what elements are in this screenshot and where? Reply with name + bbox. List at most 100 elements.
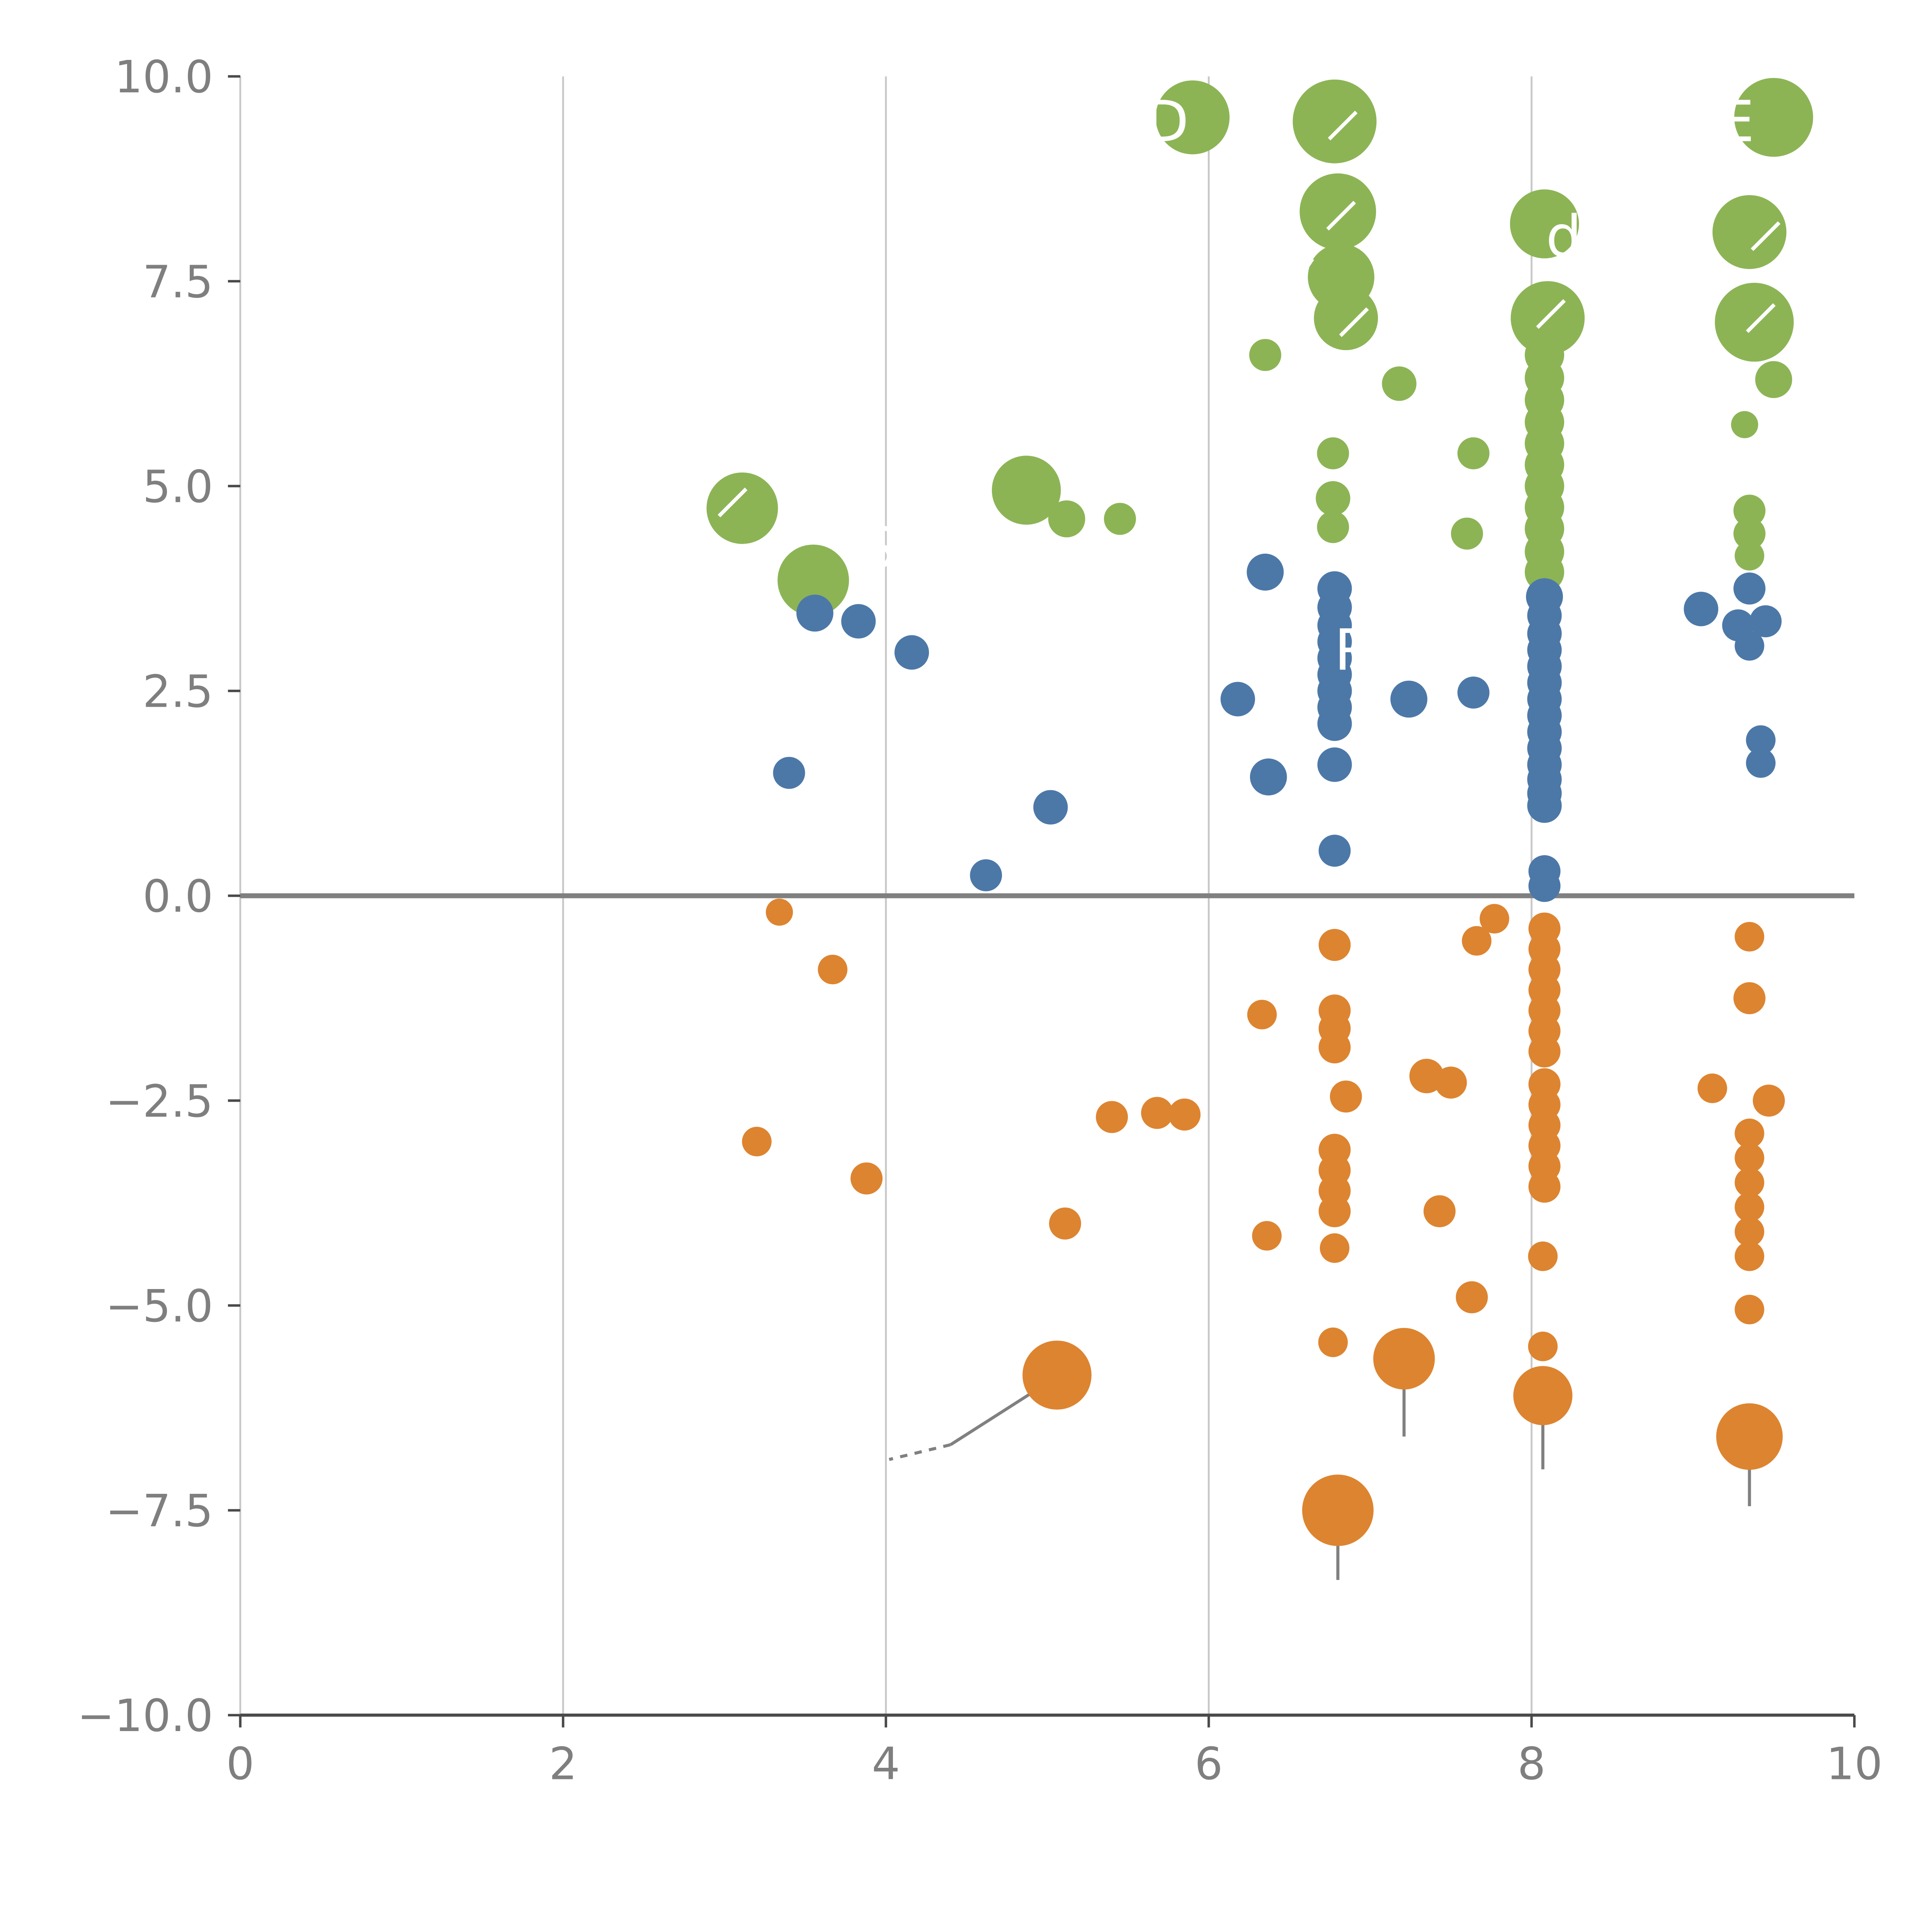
x-tick-label: 6 [1195, 1738, 1223, 1790]
white-slash-mark [1328, 111, 1358, 141]
white-slash-mark [1536, 299, 1566, 329]
data-point [1528, 1242, 1558, 1271]
data-point [1528, 870, 1561, 902]
data-point [1733, 495, 1766, 527]
data-point [1318, 1031, 1351, 1063]
data-point [1735, 1217, 1764, 1247]
data-point [1250, 758, 1287, 796]
data-point [1712, 195, 1787, 269]
data-point [1435, 1066, 1467, 1099]
data-point [1252, 1221, 1282, 1251]
annotation-label: RD [1106, 88, 1189, 155]
data-point [1247, 1000, 1277, 1029]
data-point [1457, 437, 1490, 469]
data-point [1735, 631, 1764, 661]
x-tick-label: 0 [226, 1738, 254, 1790]
data-point [1318, 835, 1351, 867]
data-point [1317, 511, 1349, 543]
data-point [1049, 1208, 1081, 1240]
data-point [1317, 706, 1352, 741]
y-tick-label: −10.0 [77, 1690, 213, 1742]
y-tick-label: −5.0 [105, 1281, 213, 1332]
x-tick-label: 2 [549, 1738, 577, 1790]
data-point [1733, 517, 1766, 550]
data-point [841, 604, 876, 639]
data-point [1684, 592, 1718, 626]
data-point [1096, 1101, 1128, 1133]
annotation-label: X [1278, 248, 1317, 315]
y-tick-label: 2.5 [143, 666, 213, 718]
y-tick-label: 0.0 [143, 871, 213, 923]
x-tick-label: 8 [1517, 1738, 1546, 1790]
data-point [1390, 680, 1428, 718]
white-slash-mark [1750, 221, 1781, 251]
data-point [1382, 366, 1417, 401]
data-point [1318, 1195, 1351, 1228]
data-point [773, 757, 805, 789]
data-point [1220, 682, 1255, 716]
data-point [1302, 1475, 1374, 1546]
data-point [1528, 1035, 1561, 1068]
data-point [1513, 1366, 1573, 1425]
data-point [1746, 725, 1776, 755]
data-point [1457, 676, 1490, 709]
data-point [1451, 517, 1483, 550]
data-point [1299, 173, 1376, 250]
white-slash-mark [1326, 201, 1356, 231]
data-point [1317, 747, 1352, 782]
data-point [1716, 1403, 1783, 1470]
data-point [1318, 929, 1351, 961]
data-point [1033, 790, 1068, 825]
data-point [1735, 1168, 1764, 1197]
data-point [706, 472, 778, 544]
data-point [1462, 926, 1492, 956]
y-tick-label: −2.5 [105, 1076, 213, 1128]
data-point [1249, 339, 1281, 371]
data-point [1104, 503, 1136, 535]
data-point [1735, 1118, 1764, 1148]
data-point [1480, 904, 1509, 934]
x-tick-label: 10 [1826, 1738, 1883, 1790]
data-point [1155, 80, 1230, 155]
data-point [1735, 922, 1764, 952]
data-point [992, 456, 1061, 525]
data-point [1735, 1242, 1764, 1271]
leader-line-dashed [889, 1443, 951, 1461]
data-point [850, 1162, 883, 1195]
y-tick-label: −7.5 [105, 1485, 213, 1537]
data-point [1527, 788, 1562, 823]
data-point [1755, 361, 1793, 398]
data-point [1141, 1097, 1173, 1129]
data-point [1247, 553, 1284, 591]
annotation-label: E [1719, 88, 1755, 155]
data-point [1735, 1192, 1764, 1222]
data-point [1733, 982, 1766, 1014]
data-point [1753, 1084, 1785, 1117]
data-point [1746, 748, 1776, 778]
data-point [1733, 572, 1766, 605]
annotation-label: d [1546, 203, 1582, 269]
data-point [1456, 1281, 1488, 1313]
data-point [1697, 1073, 1727, 1103]
data-point [1022, 1340, 1092, 1410]
white-slash-mark [1339, 307, 1369, 337]
data-point [1528, 1170, 1561, 1203]
data-point [1168, 1098, 1201, 1131]
data-point [1528, 1332, 1558, 1361]
y-tick-label: 10.0 [114, 51, 213, 103]
y-tick-label: 5.0 [143, 461, 213, 513]
data-point [1293, 79, 1377, 163]
data-point [1330, 1080, 1362, 1113]
data-point [1373, 1328, 1435, 1390]
data-point [1735, 1294, 1764, 1325]
data-point [1318, 1327, 1348, 1357]
white-slash-mark [1746, 303, 1776, 333]
data-point [1423, 1195, 1456, 1228]
data-point [1314, 286, 1378, 350]
white-slash-mark [718, 487, 748, 517]
data-point [970, 859, 1002, 891]
data-point [1735, 541, 1764, 571]
annotation-label: S [860, 515, 896, 581]
